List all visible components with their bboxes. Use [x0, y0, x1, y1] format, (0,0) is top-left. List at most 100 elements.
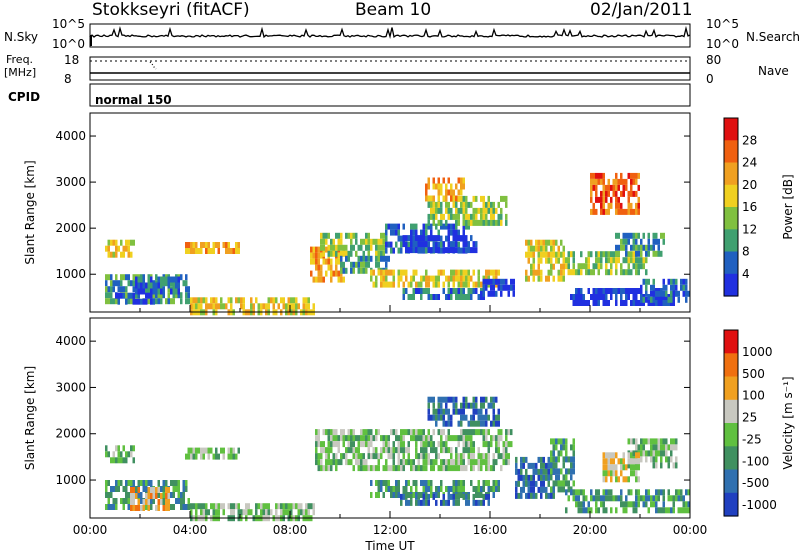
- power-echo-cell: [647, 244, 650, 251]
- power-echo-cell: [187, 248, 190, 254]
- power-echo-cell: [462, 235, 465, 242]
- power-echo-cell: [490, 284, 493, 291]
- velocity-echo-cell: [567, 495, 570, 502]
- power-echo-cell: [390, 241, 393, 248]
- power-echo-region: [425, 177, 465, 202]
- power-echo-cell: [442, 195, 445, 202]
- power-echo-cell: [135, 288, 138, 295]
- velocity-echo-cell: [145, 486, 148, 492]
- power-echo-cell: [655, 290, 658, 297]
- velocity-echo-cell: [357, 453, 360, 460]
- velocity-echo-cell: [662, 495, 665, 502]
- velocity-echo-cell: [572, 489, 575, 496]
- power-echo-cell: [427, 223, 430, 230]
- velocity-echo-cell: [620, 495, 623, 502]
- velocity-echo-cell: [192, 447, 195, 454]
- velocity-echo-cell: [430, 447, 433, 454]
- power-echo-cell: [550, 239, 553, 246]
- velocity-echo-cell: [460, 402, 463, 409]
- velocity-echo-cell: [650, 495, 653, 502]
- velocity-echo-cell: [177, 480, 180, 486]
- power-echo-cell: [307, 303, 310, 310]
- velocity-echo-cell: [425, 486, 428, 492]
- power-echo-cell: [617, 196, 620, 203]
- noise-right-label: N.Search: [746, 30, 800, 44]
- velocity-echo-cell: [652, 462, 655, 469]
- velocity-echo-cell: [680, 495, 683, 502]
- velocity-echo-cell: [410, 499, 413, 506]
- velocity-echo-cell: [172, 480, 175, 486]
- power-echo-cell: [560, 269, 563, 276]
- velocity-echo-cell: [335, 429, 338, 436]
- velocity-echo-cell: [537, 468, 540, 475]
- power-echo-cell: [155, 288, 158, 295]
- nave-label: Nave: [758, 64, 789, 78]
- power-echo-cell: [282, 297, 285, 304]
- power-echo-cell: [620, 178, 623, 185]
- velocity-colorbar-frame: [723, 329, 739, 517]
- power-echo-cell: [440, 241, 443, 248]
- velocity-echo-cell: [572, 444, 575, 451]
- velocity-echo-cell: [132, 487, 135, 493]
- velocity-echo-cell: [442, 499, 445, 506]
- power-echo-cell: [467, 219, 470, 226]
- power-echo-cell: [475, 241, 478, 248]
- velocity-echo-cell: [437, 465, 440, 472]
- velocity-echo-cell: [177, 486, 180, 492]
- power-echo-cell: [555, 251, 558, 258]
- velocity-echo-cell: [487, 447, 490, 454]
- power-echo-cell: [382, 281, 385, 288]
- power-echo-cell: [430, 201, 433, 208]
- velocity-echo-cell: [562, 456, 565, 463]
- power-echo-cell: [137, 292, 140, 299]
- velocity-echo-cell: [607, 458, 610, 465]
- velocity-echo-cell: [655, 438, 658, 445]
- power-echo-cell: [632, 251, 635, 258]
- power-echo-cell: [675, 284, 678, 291]
- velocity-echo-cell: [397, 447, 400, 454]
- velocity-echo-cell: [445, 465, 448, 472]
- velocity-echo-cell: [585, 507, 588, 514]
- velocity-echo-cell: [602, 501, 605, 508]
- power-echo-cell: [617, 178, 620, 185]
- power-echo-cell: [640, 300, 643, 306]
- velocity-echo-cell: [392, 447, 395, 454]
- velocity-echo-cell: [672, 495, 675, 502]
- power-echo-cell: [155, 274, 158, 281]
- velocity-echo-cell: [345, 459, 348, 466]
- power-echo-cell: [460, 275, 463, 282]
- power-echo-cell: [392, 275, 395, 282]
- velocity-echo-region: [515, 456, 555, 499]
- velocity-echo-cell: [300, 509, 303, 516]
- velocity-echo-cell: [365, 441, 368, 448]
- velocity-echo-cell: [612, 452, 615, 459]
- velocity-echo-cell: [492, 408, 495, 415]
- power-echo-cell: [545, 257, 548, 264]
- power-echo-cell: [465, 223, 468, 230]
- velocity-echo-cell: [495, 486, 498, 492]
- power-echo-cell: [492, 284, 495, 291]
- power-echo-cell: [432, 207, 435, 214]
- velocity-echo-cell: [662, 438, 665, 445]
- velocity-echo-cell: [495, 420, 498, 427]
- power-echo-cell: [627, 288, 630, 294]
- velocity-echo-cell: [602, 489, 605, 496]
- power-colorbar-segment: [724, 118, 738, 141]
- power-echo-cell: [552, 251, 555, 258]
- power-echo-cell: [350, 267, 353, 274]
- velocity-echo-cell: [155, 493, 158, 499]
- power-echo-cell: [497, 269, 500, 276]
- power-echo-cell: [135, 282, 138, 289]
- power-echo-cell: [607, 288, 610, 294]
- velocity-echo-cell: [637, 464, 640, 471]
- power-echo-cell: [315, 276, 318, 283]
- power-echo-cell: [687, 290, 690, 297]
- power-echo-cell: [242, 297, 245, 304]
- power-echo-cell: [477, 281, 480, 288]
- velocity-echo-cell: [180, 492, 183, 498]
- velocity-echo-cell: [190, 447, 193, 454]
- power-echo-cell: [652, 278, 655, 285]
- power-echo-cell: [140, 282, 143, 289]
- velocity-echo-cell: [560, 450, 563, 457]
- velocity-echo-cell: [430, 414, 433, 421]
